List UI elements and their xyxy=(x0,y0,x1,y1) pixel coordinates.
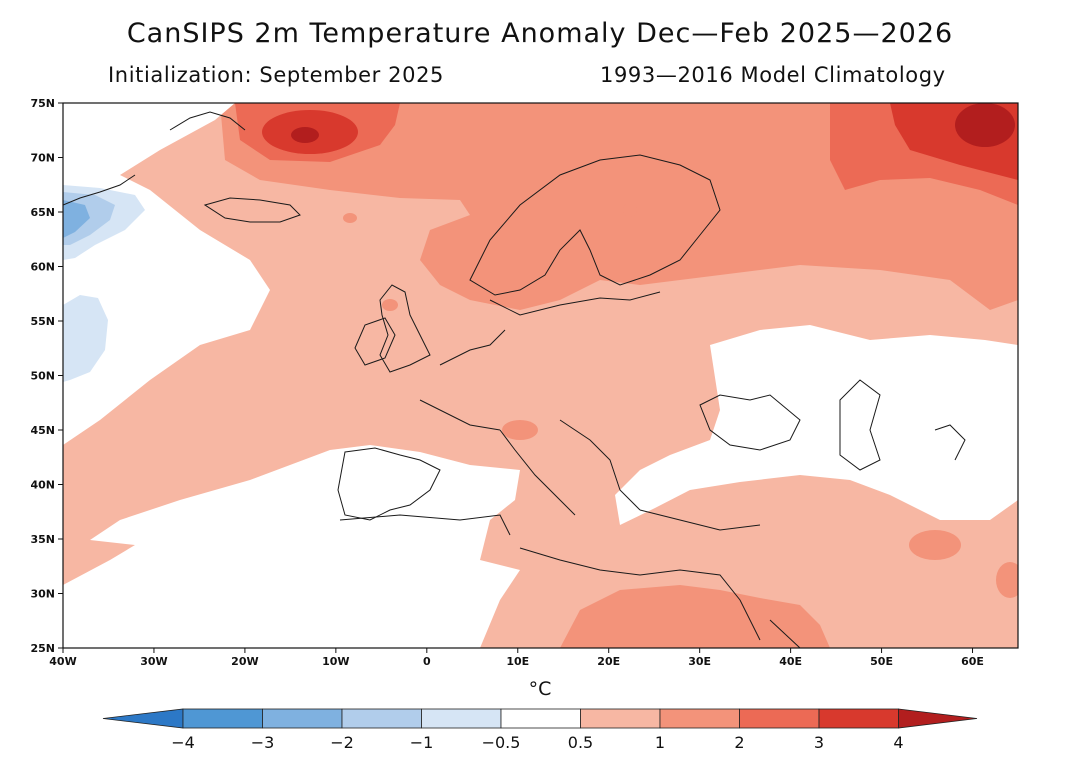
anomaly-band-1-2-north xyxy=(220,103,1018,310)
lat-tick-label: 50N xyxy=(30,370,55,383)
colorbar-tick-label: 0.5 xyxy=(568,733,593,752)
colorbar: −4 −3 −2 −1 −0.5 0.5 1 2 3 4 xyxy=(102,708,978,752)
lat-tick-label: 75N xyxy=(30,97,55,110)
chart-title: CanSIPS 2m Temperature Anomaly Dec—Feb 2… xyxy=(126,18,954,49)
colorbar-tick-label: −3 xyxy=(251,733,275,752)
colorbar-tick-label: −4 xyxy=(171,733,195,752)
lat-tick-label: 35N xyxy=(30,533,55,546)
lon-tick-label: 10E xyxy=(506,655,529,668)
lon-tick-label: 40E xyxy=(779,655,802,668)
colorbar-segment xyxy=(421,708,502,729)
below-normal-region-labrador-deep xyxy=(63,200,90,238)
initialization-label: Initialization: September 2025 xyxy=(108,63,445,87)
anomaly-spot-iran xyxy=(909,530,961,560)
colorbar-segment-min xyxy=(102,708,184,729)
anomaly-band-4-plus xyxy=(291,127,319,143)
neutral-region-black-sea xyxy=(615,325,1018,525)
neutral-region-iberia-africa xyxy=(63,445,520,648)
colorbar-tick-label: 2 xyxy=(734,733,744,752)
anomaly-spot-atlantic xyxy=(343,213,357,223)
lat-tick-label: 45N xyxy=(30,424,55,437)
colorbar-segment xyxy=(818,708,899,729)
coastlines xyxy=(63,111,966,648)
anomaly-spot-caspian xyxy=(996,562,1018,598)
below-normal-region-newfoundland xyxy=(63,295,108,382)
longitude-axis: 40W 30W 20W 10W 0 10E 20E 30E 40E 50E 60E xyxy=(49,648,984,668)
anomaly-spot-scotland xyxy=(382,299,398,311)
lon-tick-label: 40W xyxy=(49,655,76,668)
climatology-label: 1993—2016 Model Climatology xyxy=(600,63,946,87)
colorbar-tick-label: −1 xyxy=(410,733,434,752)
anomaly-band-4-plus-kara xyxy=(955,103,1015,147)
colorbar-unit-label: °C xyxy=(529,678,552,700)
lon-tick-label: 30E xyxy=(688,655,711,668)
anomaly-fill-layers xyxy=(63,103,1018,648)
lon-tick-label: 30W xyxy=(140,655,167,668)
anomaly-spot-finland xyxy=(623,203,637,217)
lon-tick-label: 10W xyxy=(322,655,349,668)
lon-tick-label: 0 xyxy=(423,655,431,668)
colorbar-segment-max xyxy=(898,708,978,729)
colorbar-segment xyxy=(341,708,422,729)
colorbar-segment xyxy=(580,708,661,729)
neutral-region-north-atlantic xyxy=(63,103,270,445)
lon-tick-label: 60E xyxy=(961,655,984,668)
colorbar-segment xyxy=(739,708,820,729)
lat-tick-label: 40N xyxy=(30,479,55,492)
lat-tick-label: 25N xyxy=(30,642,55,655)
colorbar-tick-label: −2 xyxy=(330,733,354,752)
colorbar-tick-label: 3 xyxy=(814,733,824,752)
lat-tick-label: 30N xyxy=(30,588,55,601)
colorbar-segment xyxy=(659,708,740,729)
anomaly-spot-alps xyxy=(502,420,538,440)
lat-tick-label: 60N xyxy=(30,261,55,274)
colorbar-tick-label: 4 xyxy=(893,733,903,752)
colorbar-tick-label: 1 xyxy=(655,733,665,752)
colorbar-segment xyxy=(262,708,343,729)
lat-tick-label: 70N xyxy=(30,152,55,165)
lon-tick-label: 20W xyxy=(231,655,258,668)
anomaly-band-1-2-south xyxy=(560,585,830,648)
lon-tick-label: 20E xyxy=(597,655,620,668)
latitude-axis: 75N 70N 65N 60N 55N 50N 45N 40N 35N 30N 25N xyxy=(30,97,63,655)
colorbar-segment xyxy=(500,708,581,729)
lat-tick-label: 55N xyxy=(30,315,55,328)
colorbar-tick-label: −0.5 xyxy=(482,733,521,752)
colorbar-segment xyxy=(182,708,263,729)
lat-tick-label: 65N xyxy=(30,206,55,219)
lon-tick-label: 50E xyxy=(870,655,893,668)
